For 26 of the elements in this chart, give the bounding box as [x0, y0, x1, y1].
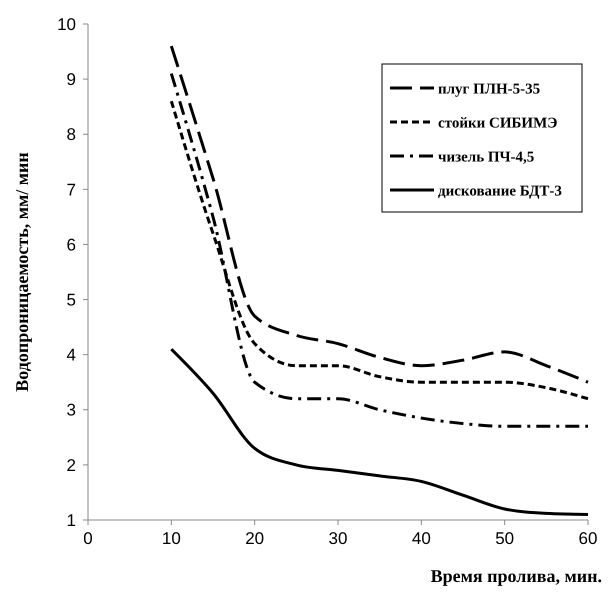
line-series: [170, 348, 590, 516]
y-tick-label: 1: [66, 510, 76, 530]
x-tick-label: 60: [578, 529, 598, 548]
y-tick-label: 7: [66, 180, 76, 200]
legend-label: дискование БДТ-3: [438, 183, 562, 200]
y-tick-label: 9: [66, 70, 76, 90]
y-tick-label: 2: [66, 456, 76, 475]
y-axis-title: Водопроницаемость, мм/ мин: [12, 152, 32, 392]
legend-label: плуг ПЛН-5-35: [438, 81, 540, 98]
line-series: [170, 72, 590, 428]
x-tick-label: 50: [495, 529, 514, 548]
y-tick-label: 6: [66, 235, 76, 254]
legend-label: чизель ПЧ-4,5: [438, 149, 534, 166]
x-tick-label: 30: [328, 529, 348, 548]
legend-label: стойки СИБИМЭ: [438, 115, 558, 132]
x-tick-label: 40: [412, 529, 431, 548]
y-tick-label: 10: [57, 14, 76, 34]
y-tick-label: 5: [66, 290, 76, 310]
x-tick-label: 20: [245, 529, 264, 548]
line-series: [170, 44, 590, 384]
y-tick-label: 8: [66, 125, 76, 144]
y-tick-label: 3: [66, 400, 76, 420]
x-tick-label: 0: [83, 529, 93, 548]
x-tick-label: 10: [162, 529, 181, 548]
y-tick-label: 4: [66, 346, 76, 365]
x-axis-title: Время пролива, мин.: [430, 566, 602, 586]
